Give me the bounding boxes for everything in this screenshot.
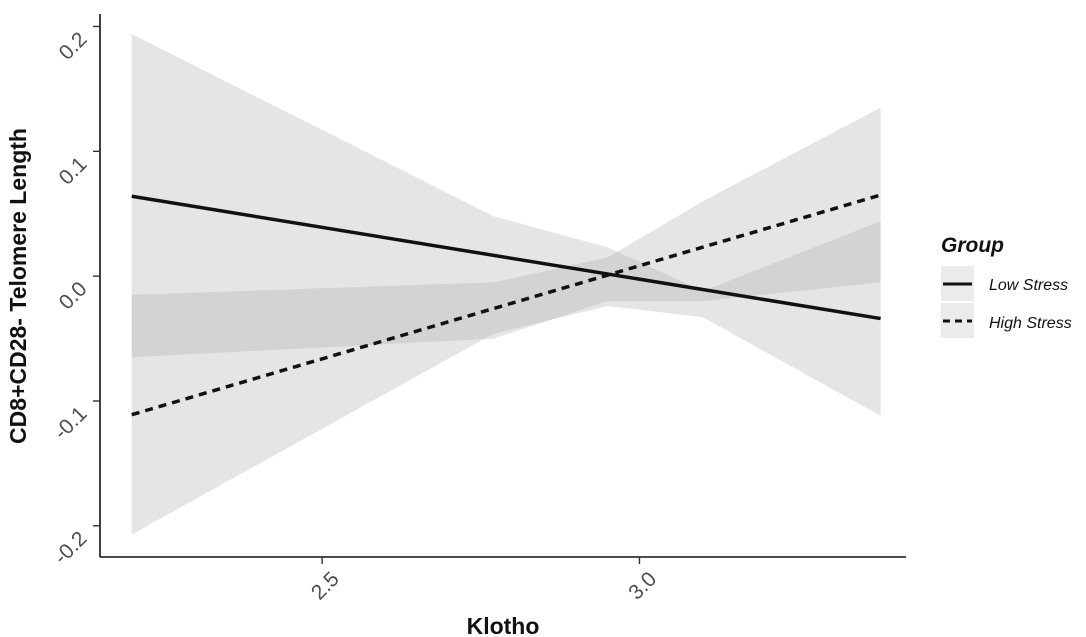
regression-lines [131,193,882,417]
confidence-band-high-stress [131,107,881,358]
legend: Group Low Stress High Stress [941,234,1072,338]
series-line-low-stress [131,194,881,321]
y-tick-label: 0.1 [55,153,92,190]
y-tick-label: 0.0 [55,277,92,314]
confidence-band-low-stress [131,34,881,535]
series-line-high-stress [131,193,882,417]
y-axis-ticks: -0.2 -0.1 0.0 0.1 0.2 [50,25,100,569]
legend-label-low-stress: Low Stress [989,277,1068,294]
y-tick-label: -0.2 [50,527,92,569]
y-tick-label: -0.1 [50,402,92,444]
y-axis-title: CD8+CD28- Telomere Length [5,128,31,444]
x-tick-label: 3.0 [624,567,661,604]
legend-label-high-stress: High Stress [989,315,1072,332]
legend-title: Group [941,234,1004,257]
x-axis-title: Klotho [467,613,540,637]
x-tick-label: 2.5 [307,567,344,604]
confidence-bands [131,34,881,535]
y-tick-label: 0.2 [55,28,92,65]
x-axis-ticks: 2.5 3.0 [307,557,661,604]
